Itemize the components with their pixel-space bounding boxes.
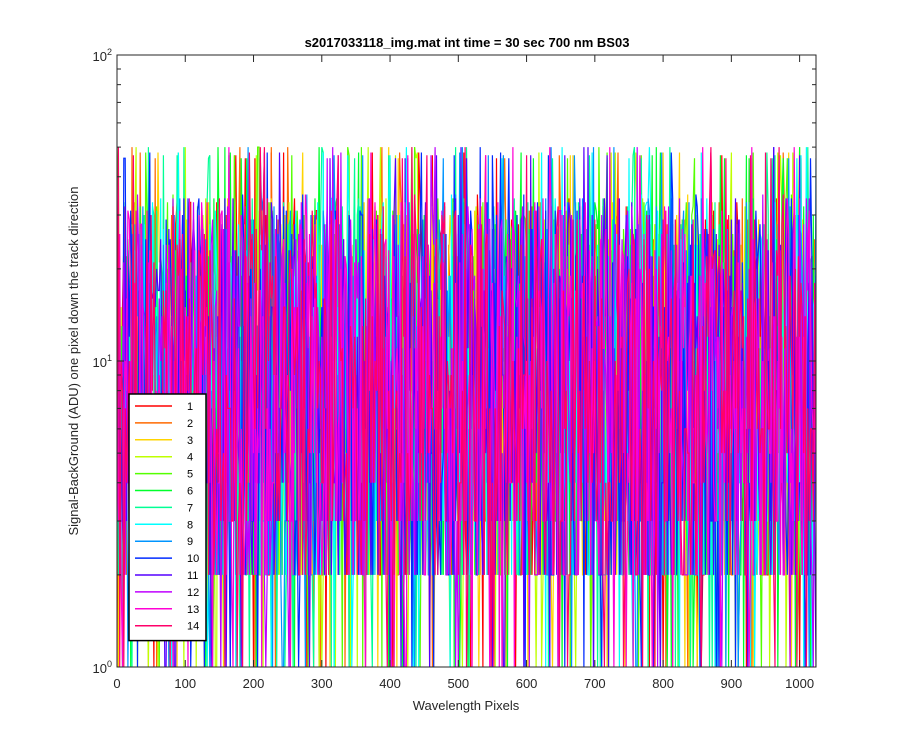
legend-label-8: 8 xyxy=(187,519,193,531)
y-tick-label-1: 100 xyxy=(93,659,112,676)
series-group xyxy=(117,146,816,667)
series-line-14 xyxy=(117,147,816,667)
x-tick-label-800: 800 xyxy=(652,676,674,691)
x-tick-label-1000: 1000 xyxy=(785,676,814,691)
x-tick-label-0: 0 xyxy=(113,676,120,691)
x-axis-label: Wavelength Pixels xyxy=(413,698,520,713)
x-tick-label-500: 500 xyxy=(447,676,469,691)
series-line-12 xyxy=(117,147,816,667)
legend-label-14: 14 xyxy=(187,621,199,633)
legend-label-4: 4 xyxy=(187,452,193,464)
x-tick-label-200: 200 xyxy=(243,676,265,691)
legend-label-3: 3 xyxy=(187,435,193,447)
y-tick-label-10: 101 xyxy=(93,353,112,370)
legend-label-6: 6 xyxy=(187,486,193,498)
legend-label-12: 12 xyxy=(187,587,199,599)
y-tick-label-100: 102 xyxy=(93,47,112,64)
legend-label-13: 13 xyxy=(187,604,199,616)
x-tick-label-600: 600 xyxy=(516,676,538,691)
x-tick-label-100: 100 xyxy=(174,676,196,691)
y-axis-label: Signal-BackGround (ADU) one pixel down t… xyxy=(66,186,81,535)
legend-label-9: 9 xyxy=(187,536,193,548)
x-tick-label-900: 900 xyxy=(721,676,743,691)
x-tick-label-700: 700 xyxy=(584,676,606,691)
x-tick-label-300: 300 xyxy=(311,676,333,691)
legend-label-5: 5 xyxy=(187,469,193,481)
chart-title: s2017033118_img.mat int time = 30 sec 70… xyxy=(305,35,630,50)
legend-label-11: 11 xyxy=(187,570,198,582)
legend-label-1: 1 xyxy=(187,401,193,413)
x-tick-label-400: 400 xyxy=(379,676,401,691)
axes-group: 0 100 200 300 400 500 600 700 800 900 100010010110… xyxy=(93,47,817,691)
legend-label-2: 2 xyxy=(187,418,193,430)
legend-label-10: 10 xyxy=(187,553,199,565)
legend-label-7: 7 xyxy=(187,502,193,514)
legend-box xyxy=(128,393,207,642)
